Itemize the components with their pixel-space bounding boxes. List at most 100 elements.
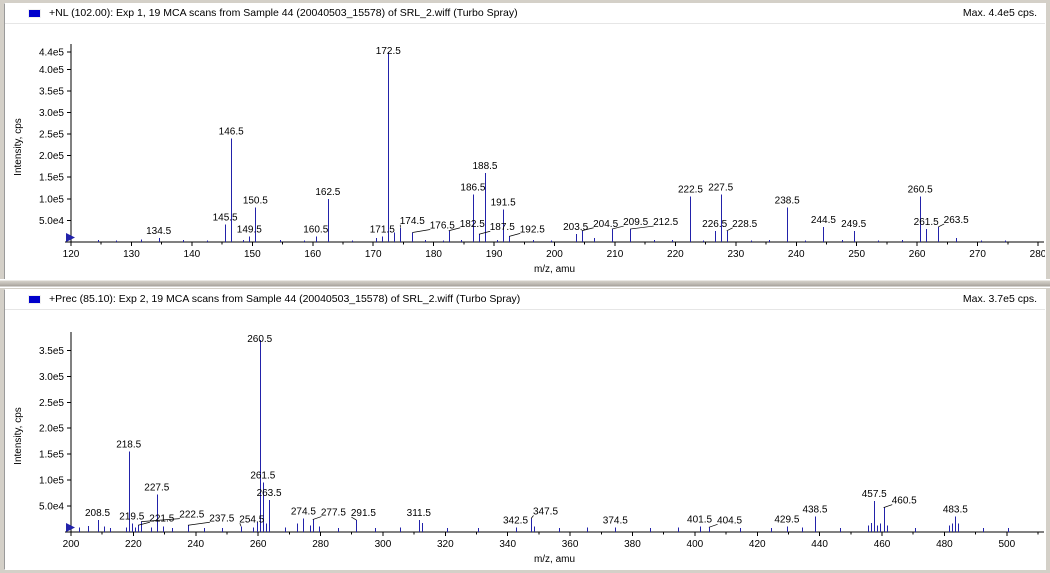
svg-text:457.5: 457.5 [862,489,887,500]
svg-text:221.5: 221.5 [149,513,174,524]
svg-text:180: 180 [425,249,442,260]
svg-text:261.5: 261.5 [250,471,275,482]
svg-text:4.0e5: 4.0e5 [39,65,64,76]
svg-text:204.5: 204.5 [593,219,618,230]
svg-text:311.5: 311.5 [407,508,432,519]
svg-text:401.5: 401.5 [687,514,712,525]
svg-text:186.5: 186.5 [460,183,485,194]
svg-text:145.5: 145.5 [213,213,238,224]
svg-text:404.5: 404.5 [717,515,742,526]
svg-text:274.5: 274.5 [291,507,316,518]
panel-2-title: +Prec (85.10): Exp 2, 19 MCA scans from … [49,293,521,305]
svg-text:150.5: 150.5 [243,195,268,206]
svg-text:210: 210 [607,249,624,260]
svg-text:3.0e5: 3.0e5 [39,108,64,119]
svg-text:174.5: 174.5 [400,216,425,227]
svg-text:226.5: 226.5 [702,219,727,230]
svg-text:254.5: 254.5 [239,514,264,525]
panel-2-spectrum-svg[interactable]: 5.0e4 1.0e5 1.5e5 2.0e5 2.5e5 3.0e5 3.5e5 200 22… [5,310,1046,570]
svg-text:Intensity, cps: Intensity, cps [13,118,24,176]
panel-1-max-label: Max. 4.4e5 cps. [962,7,1037,19]
svg-text:400: 400 [687,539,704,550]
svg-text:m/z, amu: m/z, amu [534,264,575,275]
svg-text:483.5: 483.5 [943,504,968,515]
svg-text:200: 200 [63,539,80,550]
svg-text:220: 220 [667,249,684,260]
svg-text:220: 220 [125,539,142,550]
svg-text:280: 280 [1030,249,1046,260]
svg-text:176.5: 176.5 [430,221,455,232]
svg-text:192.5: 192.5 [520,224,545,235]
svg-text:171.5: 171.5 [370,224,395,235]
svg-text:162.5: 162.5 [315,187,340,198]
panel-2-plot-area[interactable]: 5.0e4 1.0e5 1.5e5 2.0e5 2.5e5 3.0e5 3.5e5 200 22… [5,310,1045,569]
svg-text:187.5: 187.5 [490,222,515,233]
panel-1-plot-area[interactable]: 5.0e4 1.0e5 1.5e5 2.0e5 2.5e5 3.0e5 3.5e5 4.0e5… [5,24,1045,279]
svg-text:228.5: 228.5 [732,219,757,230]
svg-text:227.5: 227.5 [708,183,733,194]
svg-text:438.5: 438.5 [802,504,827,515]
svg-text:380: 380 [624,539,641,550]
spectrum-panel-2[interactable]: +Prec (85.10): Exp 2, 19 MCA scans from … [4,289,1046,570]
svg-text:120: 120 [63,249,80,260]
svg-text:480: 480 [936,539,953,550]
svg-text:280: 280 [312,539,329,550]
svg-text:5.0e4: 5.0e4 [39,216,64,227]
svg-text:3.0e5: 3.0e5 [39,372,64,383]
svg-text:1.5e5: 1.5e5 [39,173,64,184]
spectrum-panel-1[interactable]: +NL (102.00): Exp 1, 19 MCA scans from S… [4,3,1046,280]
svg-text:240: 240 [187,539,204,550]
svg-text:1.0e5: 1.0e5 [39,476,64,487]
svg-text:2.5e5: 2.5e5 [39,398,64,409]
svg-text:249.5: 249.5 [841,219,866,230]
svg-text:203.5: 203.5 [563,222,588,233]
svg-text:347.5: 347.5 [533,507,558,518]
svg-text:m/z, amu: m/z, amu [534,554,575,565]
svg-text:277.5: 277.5 [321,508,346,519]
svg-text:340: 340 [499,539,516,550]
svg-text:222.5: 222.5 [179,510,204,521]
svg-text:160.5: 160.5 [303,224,328,235]
svg-text:1.5e5: 1.5e5 [39,450,64,461]
svg-text:260.5: 260.5 [908,185,933,196]
svg-text:227.5: 227.5 [144,483,169,494]
svg-text:188.5: 188.5 [472,161,497,172]
svg-text:146.5: 146.5 [219,126,244,137]
svg-text:172.5: 172.5 [376,46,401,57]
svg-text:140: 140 [184,249,201,260]
svg-text:260: 260 [909,249,926,260]
svg-text:219.5: 219.5 [119,512,144,523]
svg-text:230: 230 [727,249,744,260]
svg-text:1.0e5: 1.0e5 [39,194,64,205]
svg-text:250: 250 [848,249,865,260]
svg-text:170: 170 [365,249,382,260]
svg-text:320: 320 [437,539,454,550]
panel-1-header: +NL (102.00): Exp 1, 19 MCA scans from S… [5,4,1045,24]
svg-text:2.0e5: 2.0e5 [39,151,64,162]
svg-text:3.5e5: 3.5e5 [39,86,64,97]
svg-text:291.5: 291.5 [351,508,376,519]
svg-text:420: 420 [749,539,766,550]
svg-text:2.0e5: 2.0e5 [39,424,64,435]
svg-text:130: 130 [123,249,140,260]
panel-1-spectrum-svg[interactable]: 5.0e4 1.0e5 1.5e5 2.0e5 2.5e5 3.0e5 3.5e5 4.0e5… [5,24,1046,280]
svg-text:429.5: 429.5 [774,514,799,525]
svg-text:460: 460 [874,539,891,550]
svg-text:Intensity, cps: Intensity, cps [13,407,24,465]
blue-square-legend-icon [28,295,41,304]
svg-text:190: 190 [486,249,503,260]
svg-text:200: 200 [546,249,563,260]
svg-text:212.5: 212.5 [653,217,678,228]
svg-text:3.5e5: 3.5e5 [39,346,64,357]
panel-2-header: +Prec (85.10): Exp 2, 19 MCA scans from … [5,290,1045,310]
panel-2-max-label: Max. 3.7e5 cps. [962,293,1037,305]
svg-text:240: 240 [788,249,805,260]
svg-text:134.5: 134.5 [146,226,171,237]
svg-text:342.5: 342.5 [503,515,528,526]
svg-text:270: 270 [969,249,986,260]
svg-text:182.5: 182.5 [460,219,485,230]
svg-text:263.5: 263.5 [944,215,969,226]
panel-divider[interactable] [0,279,1050,288]
svg-text:500: 500 [998,539,1015,550]
